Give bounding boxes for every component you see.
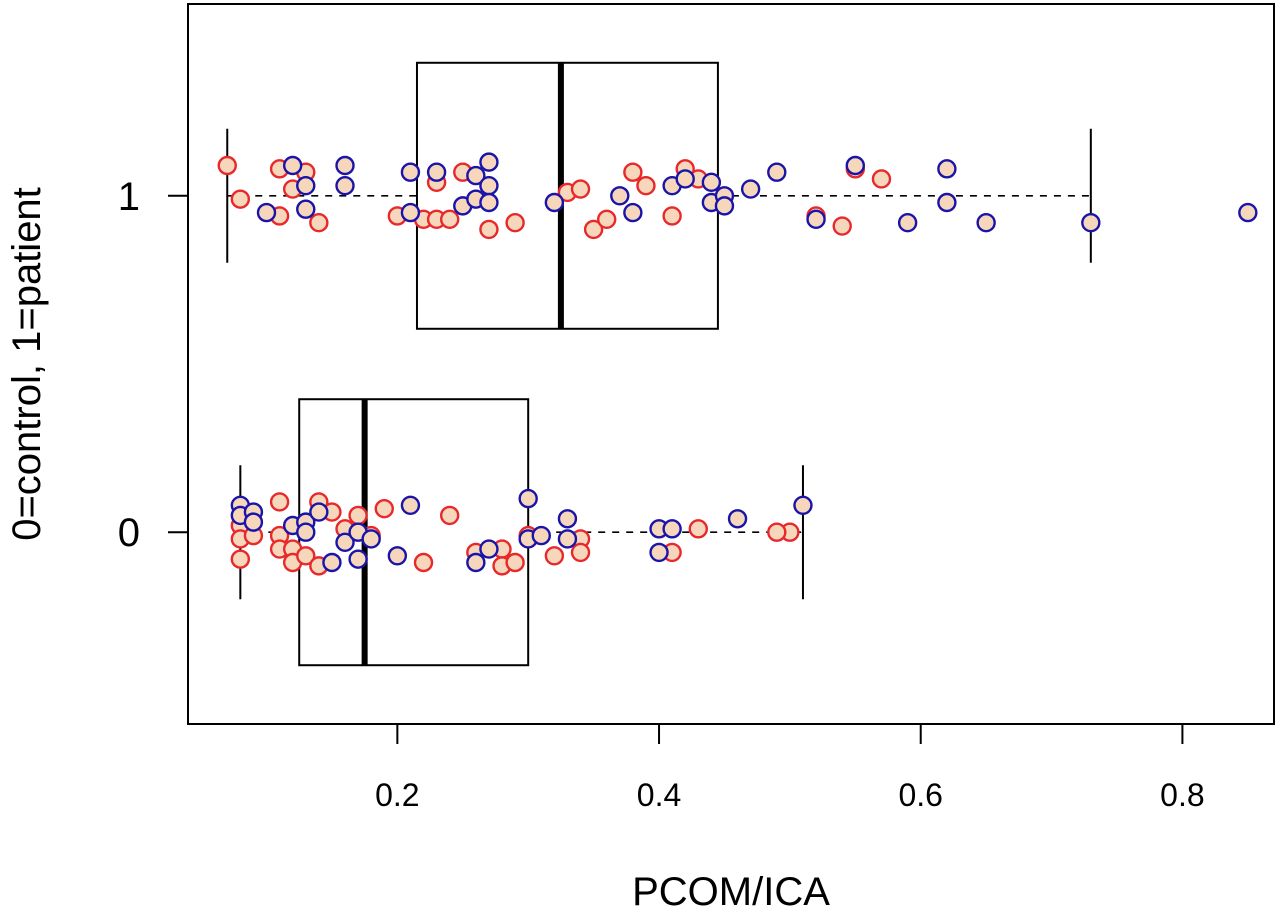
data-point-1-red-13 xyxy=(479,219,499,240)
data-point-1-blue-19 xyxy=(675,169,695,189)
data-point-0-blue-19 xyxy=(531,525,551,546)
data-point-0-blue-12 xyxy=(361,529,381,549)
y-tick-label-0: 0 xyxy=(118,511,140,555)
data-point-1-blue-16 xyxy=(610,186,630,206)
data-point-1-blue-29 xyxy=(937,159,957,179)
data-point-1-blue-15 xyxy=(544,192,565,213)
data-point-1-blue-20 xyxy=(701,172,722,193)
data-point-0-blue-11 xyxy=(348,549,368,569)
data-point-0-red-14 xyxy=(348,505,368,526)
x-tick-label-2: 0.6 xyxy=(898,777,942,813)
data-point-0-blue-17 xyxy=(518,488,538,509)
data-point-1-red-21 xyxy=(662,206,682,226)
data-point-0-red-28 xyxy=(688,519,708,539)
data-point-0-red-16 xyxy=(374,498,394,519)
data-point-1-blue-1 xyxy=(282,155,303,176)
data-point-0-red-4 xyxy=(269,492,290,512)
data-point-1-blue-23 xyxy=(714,196,735,216)
data-point-1-blue-32 xyxy=(1081,212,1101,233)
data-point-1-red-20 xyxy=(636,175,656,196)
boxes-layer xyxy=(226,61,1092,667)
data-point-1-red-19 xyxy=(623,162,643,182)
data-point-0-blue-15 xyxy=(466,552,486,573)
data-point-1-blue-12 xyxy=(479,152,499,172)
y-axis: 01 xyxy=(118,175,189,555)
x-tick-label-0: 0.2 xyxy=(375,777,419,813)
data-point-1-blue-10 xyxy=(466,165,486,186)
data-point-1-blue-17 xyxy=(623,202,643,223)
y-tick-label-1: 1 xyxy=(118,175,140,219)
data-point-0-blue-13 xyxy=(387,546,408,566)
data-point-1-red-18 xyxy=(596,209,617,230)
data-point-1-blue-28 xyxy=(897,212,918,233)
data-point-1-blue-27 xyxy=(845,155,866,176)
x-tick-label-3: 0.8 xyxy=(1160,777,1204,813)
x-tick-label-1: 0.4 xyxy=(637,777,681,813)
data-point-1-red-6 xyxy=(309,212,329,233)
data-point-0-blue-14 xyxy=(400,495,421,516)
data-point-1-blue-7 xyxy=(400,202,421,223)
data-point-1-blue-5 xyxy=(335,175,355,196)
data-point-1-red-25 xyxy=(832,216,852,236)
data-point-1-red-16 xyxy=(570,179,591,199)
data-point-0-red-22 xyxy=(505,552,525,573)
data-point-1-red-11 xyxy=(439,209,460,230)
data-point-0-blue-25 xyxy=(727,509,748,529)
data-point-0-red-26 xyxy=(570,542,591,563)
x-axis: 0.2 0.4 0.6 0.8 xyxy=(375,723,1205,813)
data-point-1-blue-26 xyxy=(806,209,826,230)
data-point-1-blue-14 xyxy=(479,192,499,213)
data-point-1-red-14 xyxy=(505,212,525,233)
data-point-0-blue-21 xyxy=(557,529,578,549)
data-point-0-red-9 xyxy=(296,546,316,566)
data-point-1-blue-0 xyxy=(256,202,277,223)
points-layer xyxy=(217,152,1258,576)
plot-frame xyxy=(187,3,1275,725)
data-point-0-blue-16 xyxy=(479,539,499,559)
data-point-0-blue-20 xyxy=(557,509,578,529)
data-point-0-red-18 xyxy=(439,505,460,526)
data-point-1-red-17 xyxy=(583,219,604,240)
data-point-0-blue-8 xyxy=(322,552,342,573)
data-point-0-red-2 xyxy=(230,549,251,569)
data-point-0-blue-26 xyxy=(793,495,813,516)
data-point-0-red-24 xyxy=(544,546,565,566)
data-point-1-blue-30 xyxy=(937,192,957,213)
data-point-1-red-0 xyxy=(217,155,237,176)
data-point-0-red-17 xyxy=(413,552,434,573)
data-point-1-blue-3 xyxy=(296,199,316,219)
data-point-1-blue-6 xyxy=(400,162,421,182)
data-point-1-red-1 xyxy=(230,189,251,209)
data-point-0-blue-3 xyxy=(243,512,264,532)
data-point-1-blue-4 xyxy=(335,155,355,176)
data-point-1-blue-33 xyxy=(1238,202,1258,223)
x-axis-title: PCOM/ICA xyxy=(632,870,830,914)
data-point-1-blue-8 xyxy=(426,162,447,182)
box-0 xyxy=(298,398,530,667)
data-point-1-blue-25 xyxy=(767,162,787,182)
data-point-1-blue-2 xyxy=(296,175,316,196)
data-point-0-blue-6 xyxy=(296,522,316,542)
data-point-0-blue-23 xyxy=(649,542,669,563)
data-point-0-blue-9 xyxy=(335,532,355,553)
data-point-1-blue-31 xyxy=(976,212,996,233)
data-point-1-blue-13 xyxy=(479,175,499,196)
data-point-1-red-27 xyxy=(871,169,892,189)
data-point-1-blue-24 xyxy=(740,179,761,199)
data-point-0-red-30 xyxy=(767,522,787,542)
data-point-0-blue-7 xyxy=(309,502,329,522)
data-point-0-blue-24 xyxy=(662,519,682,539)
y-axis-title: 0=control, 1=patient xyxy=(5,187,49,541)
